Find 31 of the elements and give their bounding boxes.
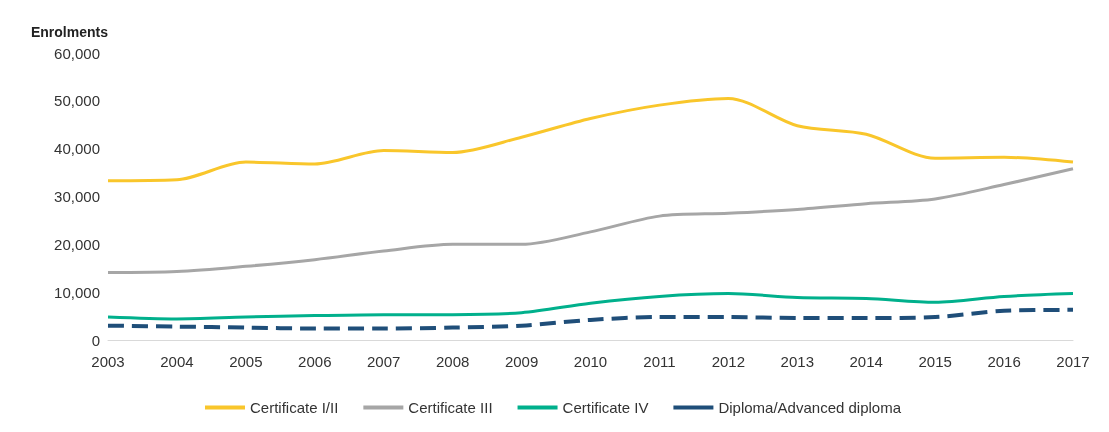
x-tick-label: 2013 <box>780 353 814 370</box>
legend-label: Diploma/Advanced diploma <box>718 399 902 416</box>
x-tick-label: 2011 <box>643 353 676 370</box>
y-tick-label: 30,000 <box>54 188 100 205</box>
x-tick-label: 2007 <box>367 353 401 370</box>
y-tick-label: 50,000 <box>54 92 100 110</box>
y-tick-label: 40,000 <box>54 140 100 158</box>
x-tick-label: 2015 <box>918 353 952 370</box>
line-series <box>106 96 1075 183</box>
legend-label: Certificate I/II <box>249 399 339 416</box>
y-axis-title: Enrolments <box>30 24 109 40</box>
x-tick-label: 2016 <box>987 353 1021 370</box>
x-tick-label: 2009 <box>504 353 539 370</box>
line-series <box>106 292 1075 321</box>
x-tick-label: 2012 <box>711 353 746 370</box>
y-tick-label: 20,000 <box>54 235 100 253</box>
legend-label: Certificate IV <box>562 399 649 416</box>
legend-label: Certificate III <box>408 399 493 416</box>
x-tick-label: 2005 <box>229 353 263 370</box>
y-tick-label: 0 <box>91 331 100 349</box>
x-tick-label: 2014 <box>849 353 883 370</box>
x-tick-label: 2017 <box>1056 353 1090 370</box>
line-series <box>106 167 1075 275</box>
x-tick-label: 2004 <box>160 353 194 370</box>
x-tick-label: 2003 <box>91 353 125 370</box>
y-tick-label: 60,000 <box>54 44 100 62</box>
x-tick-label: 2010 <box>573 353 608 370</box>
line-series <box>106 307 1075 331</box>
y-tick-label: 10,000 <box>54 283 100 301</box>
x-tick-label: 2008 <box>435 353 470 370</box>
x-tick-label: 2006 <box>298 353 332 370</box>
